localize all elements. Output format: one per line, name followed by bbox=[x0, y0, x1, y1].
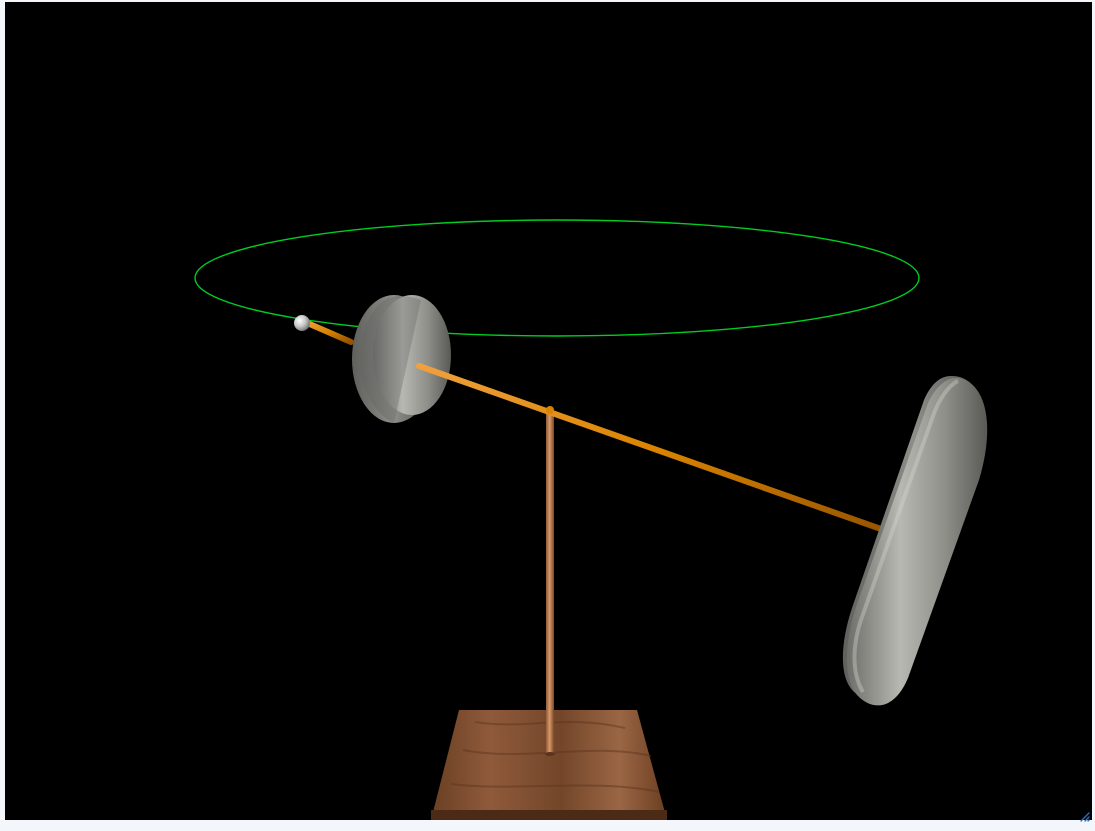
right-disk bbox=[842, 375, 988, 706]
left-disk bbox=[352, 295, 451, 423]
pivot-ball bbox=[294, 315, 310, 331]
orbit-trace bbox=[194, 219, 920, 337]
resize-grip-icon[interactable] bbox=[1078, 810, 1090, 822]
support-post bbox=[545, 412, 555, 756]
simulation-canvas[interactable] bbox=[5, 2, 1092, 820]
axle-rod bbox=[302, 319, 901, 538]
